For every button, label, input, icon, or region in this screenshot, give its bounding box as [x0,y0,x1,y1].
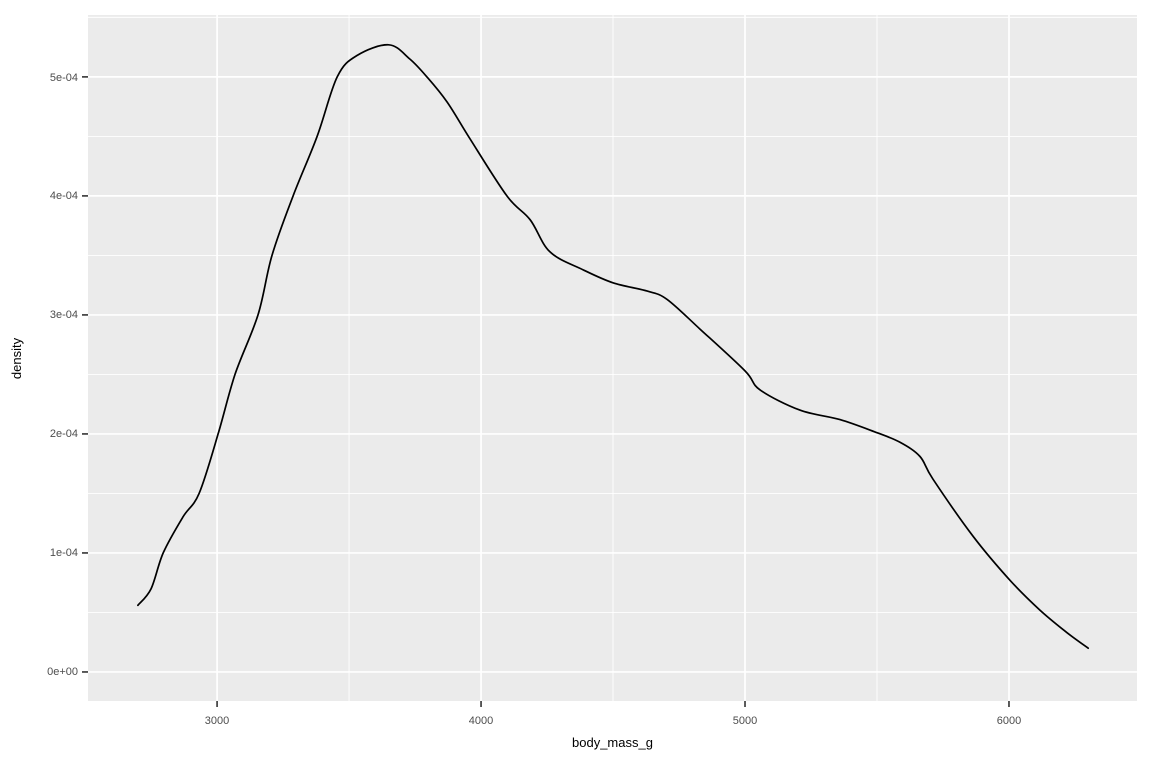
x-tick-label: 5000 [732,715,758,727]
x-tick-label: 4000 [468,715,494,727]
y-axis-title-text: density [9,337,25,379]
y-axis-title: density [4,15,30,701]
density-curve [137,43,1090,650]
plot-panel [88,15,1137,701]
y-tick-label: 2e-04 [49,428,78,440]
y-tick-label: 3e-04 [49,309,78,321]
x-axis-title: body_mass_g [572,735,653,750]
y-tick-label: 1e-04 [49,547,78,559]
x-tick-label: 6000 [996,715,1022,727]
y-tick-label: 5e-04 [49,72,78,84]
y-tick-label: 4e-04 [49,190,78,202]
y-tick-label: 0e+00 [47,666,78,678]
x-tick-label: 3000 [204,715,230,727]
